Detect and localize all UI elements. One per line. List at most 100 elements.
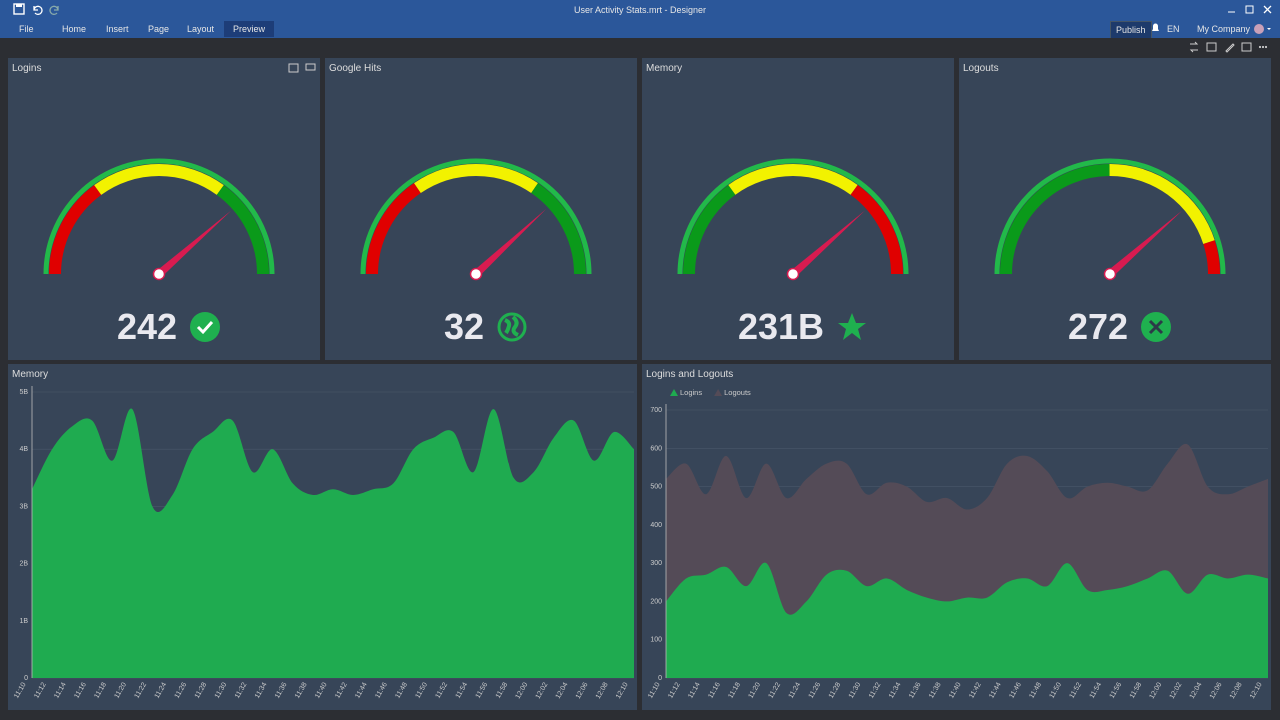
x-tick-label: 11:26 xyxy=(808,681,823,699)
x-tick-label: 11:50 xyxy=(415,681,430,699)
menu-bar: File Home Insert Page Layout Preview Pub… xyxy=(0,19,1280,39)
title-bar: User Activity Stats.mrt - Designer xyxy=(0,0,1280,19)
needle-pivot xyxy=(469,267,483,281)
gauge-needle xyxy=(473,208,547,277)
account[interactable]: My Company xyxy=(1197,24,1251,34)
x-tick-label: 11:52 xyxy=(1069,681,1084,699)
x-tick-label: 11:50 xyxy=(1049,681,1064,699)
x-tick-label: 11:16 xyxy=(73,681,88,699)
x-tick-label: 12:06 xyxy=(575,681,590,700)
value-row: 242 xyxy=(8,306,320,348)
x-tick-label: 11:58 xyxy=(495,681,510,699)
x-tick-label: 11:56 xyxy=(475,681,490,699)
toolbar-icons[interactable] xyxy=(1188,38,1278,57)
y-tick-label: 300 xyxy=(650,560,662,567)
status-icon xyxy=(190,312,221,342)
legend-marker xyxy=(714,389,723,396)
y-tick-label: 0 xyxy=(24,675,28,682)
y-tick-label: 100 xyxy=(650,637,662,644)
x-tick-label: 11:32 xyxy=(234,681,249,699)
menu-item[interactable]: Insert xyxy=(106,24,129,34)
gauge-panel: Google Hits 32 xyxy=(325,58,637,360)
gauge-band xyxy=(1109,164,1215,245)
gauge-value: 242 xyxy=(116,306,178,347)
menu-item[interactable]: Page xyxy=(148,24,170,34)
legend-marker xyxy=(670,389,678,396)
chart-panel: Logins and Logouts 0 100 200 300 400 500 600 70… xyxy=(642,364,1271,710)
chart-title: Memory xyxy=(12,369,49,380)
window-title: User Activity Stats.mrt - Designer xyxy=(573,5,707,15)
status-icon xyxy=(838,313,867,340)
gauge-value: 231B xyxy=(737,306,825,347)
x-tick-label: 11:28 xyxy=(828,681,843,699)
x-tick-label: 11:38 xyxy=(294,681,309,699)
x-tick-label: 12:04 xyxy=(1189,681,1204,700)
x-tick-label: 11:18 xyxy=(727,681,742,699)
x-tick-label: 11:58 xyxy=(1129,681,1144,699)
x-tick-label: 12:00 xyxy=(515,681,530,700)
legend-label: Logouts xyxy=(724,388,751,397)
x-tick-label: 11:40 xyxy=(314,681,329,699)
gauge-ring xyxy=(360,158,592,275)
x-tick-label: 11:30 xyxy=(848,681,863,699)
needle-pivot xyxy=(786,267,800,281)
x-tick-label: 12:10 xyxy=(615,681,630,700)
gauge-needle xyxy=(1107,210,1183,278)
x-tick-label: 11:18 xyxy=(93,681,108,699)
x-tick-label: 11:48 xyxy=(1028,681,1043,699)
x-tick-label: 11:52 xyxy=(435,681,450,699)
quick-access[interactable] xyxy=(10,0,80,19)
x-tick-label: 11:34 xyxy=(254,681,269,699)
x-tick-label: 11:44 xyxy=(988,681,1003,699)
window-controls[interactable] xyxy=(1222,0,1280,19)
x-tick-label: 11:10 xyxy=(647,681,662,699)
x-tick-label: 11:28 xyxy=(194,681,209,699)
x-tick-label: 12:02 xyxy=(535,681,550,700)
gauge-value: 32 xyxy=(443,306,485,347)
y-tick-label: 2B xyxy=(19,561,28,568)
gauge xyxy=(677,158,909,281)
x-tick-label: 11:40 xyxy=(948,681,963,699)
x-tick-label: 11:44 xyxy=(354,681,369,699)
x-tick-label: 11:32 xyxy=(868,681,883,699)
gauge-band xyxy=(366,183,421,275)
y-tick-label: 700 xyxy=(650,407,662,414)
y-tick-label: 400 xyxy=(650,522,662,529)
gauge-panel: Memory 231B xyxy=(642,58,954,360)
needle-pivot xyxy=(1103,267,1117,281)
y-tick-label: 5B xyxy=(19,389,28,396)
y-tick-label: 3B xyxy=(19,503,28,510)
x-tick-label: 12:02 xyxy=(1169,681,1184,700)
menu-item[interactable]: Layout xyxy=(187,24,215,34)
bell-icon[interactable] xyxy=(1150,19,1180,38)
x-tick-label: 11:16 xyxy=(707,681,722,699)
x-tick-label: 11:54 xyxy=(455,681,470,699)
x-tick-label: 11:48 xyxy=(394,681,409,699)
gauge-needle xyxy=(156,210,232,278)
x-tick-label: 12:00 xyxy=(1149,681,1164,700)
menu-item[interactable]: Home xyxy=(62,24,87,34)
panel-title: Google Hits xyxy=(329,63,382,74)
x-tick-label: 11:14 xyxy=(53,681,68,699)
x-tick-label: 11:22 xyxy=(134,681,149,699)
x-tick-label: 11:36 xyxy=(274,681,289,699)
gauge-band xyxy=(1000,164,1110,275)
panel-actions[interactable] xyxy=(288,63,318,75)
chart: 0 1B 2B 3B 4B 5B 11:10 11:12 11:14 11:16 11:18 11:2… xyxy=(13,386,634,700)
chart: 0 100 200 300 400 500 600 700 11:10 11:12 11:14 11:… xyxy=(647,388,1268,700)
y-tick-label: 1B xyxy=(19,618,28,625)
avatar[interactable] xyxy=(1252,19,1272,38)
language[interactable]: EN xyxy=(1167,24,1180,34)
gauge-value: 272 xyxy=(1067,306,1129,347)
x-tick-label: 11:26 xyxy=(174,681,189,699)
menu-item[interactable]: File xyxy=(19,24,34,34)
x-tick-label: 11:22 xyxy=(768,681,783,699)
publish-button[interactable]: Publish xyxy=(1110,21,1152,39)
gauge-band xyxy=(94,164,224,195)
legend-label: Logins xyxy=(680,388,702,397)
y-tick-label: 200 xyxy=(650,598,662,605)
menu-item[interactable]: Preview xyxy=(224,21,275,37)
y-tick-label: 500 xyxy=(650,484,662,491)
y-tick-label: 4B xyxy=(19,446,28,453)
